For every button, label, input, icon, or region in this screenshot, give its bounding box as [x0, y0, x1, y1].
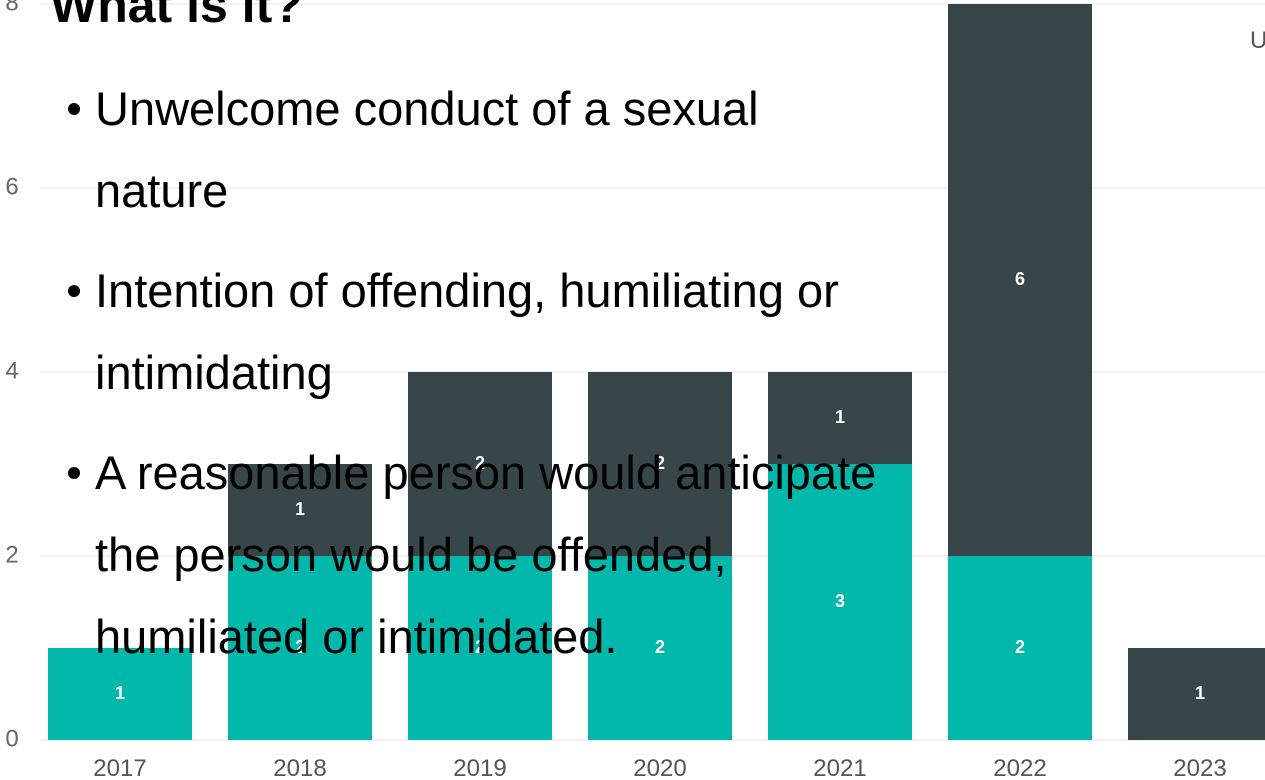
bar-segment — [1128, 648, 1265, 740]
slide-text: What is it? Unwelcome conduct of a sexual… — [50, 0, 876, 663]
x-tick-label: 2021 — [813, 755, 866, 780]
bar-segment — [948, 556, 1092, 740]
bar-segment — [228, 464, 372, 556]
bullet-dot — [68, 467, 80, 479]
bar-segment — [768, 464, 912, 740]
bullet-text: Intention of offending, humiliating or — [95, 264, 839, 317]
chart: 0 2 4 6 8 U 2017 1 2018 2 1 2019 2 2 2020 2 2 2021 3 1 2022 2… — [5, 0, 1265, 780]
value-label: 1 — [835, 407, 845, 427]
x-tick-label: 2017 — [93, 755, 146, 780]
value-label: 2 — [475, 453, 485, 473]
y-tick-label: 4 — [5, 357, 18, 384]
x-tick-label: 2022 — [993, 755, 1046, 780]
x-tick-label: 2019 — [453, 755, 506, 780]
value-label: 2 — [1015, 637, 1025, 657]
bullet-dot — [68, 285, 80, 297]
bar-segment — [48, 648, 192, 740]
y-tick-label: 2 — [5, 541, 18, 568]
bar-segment — [948, 4, 1092, 556]
bar-segment — [588, 556, 732, 740]
value-label: 2 — [295, 637, 305, 657]
y-tick-label: 6 — [5, 173, 18, 200]
bar-segment — [408, 372, 552, 556]
bar-segment — [768, 372, 912, 464]
legend-title: U — [1250, 27, 1265, 54]
value-label: 1 — [1195, 683, 1205, 703]
bar-segment — [228, 556, 372, 740]
value-label: 1 — [295, 499, 305, 519]
slide-title: What is it? — [50, 0, 303, 33]
x-tick-label: 2023 — [1173, 755, 1226, 780]
bullet-text: nature — [95, 164, 228, 217]
value-label: 3 — [835, 591, 845, 611]
value-label: 2 — [655, 453, 665, 473]
value-label: 2 — [475, 637, 485, 657]
bullet-text: intimidating — [95, 346, 333, 399]
bullet-text: A reasonable person would anticipate — [95, 446, 876, 499]
bullet-dot — [68, 103, 80, 115]
bullet-text: humiliated or intimidated. — [95, 610, 618, 663]
value-label: 1 — [115, 683, 125, 703]
x-tick-label: 2018 — [273, 755, 326, 780]
value-label: 6 — [1015, 269, 1025, 289]
y-tick-label: 8 — [5, 0, 18, 16]
value-label: 2 — [655, 637, 665, 657]
bar-segment — [588, 372, 732, 556]
bullet-text: Unwelcome conduct of a sexual — [95, 82, 759, 135]
y-tick-label: 0 — [5, 725, 18, 752]
x-tick-label: 2020 — [633, 755, 686, 780]
bullet-text: the person would be offended, — [95, 528, 727, 581]
bar-segment — [408, 556, 552, 740]
